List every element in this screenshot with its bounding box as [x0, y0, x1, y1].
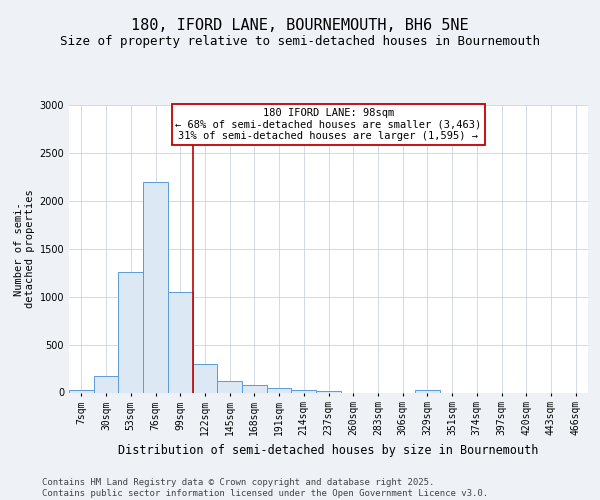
Text: Size of property relative to semi-detached houses in Bournemouth: Size of property relative to semi-detach… — [60, 35, 540, 48]
Bar — [316, 390, 341, 392]
Bar — [118, 272, 143, 392]
Text: Contains HM Land Registry data © Crown copyright and database right 2025.
Contai: Contains HM Land Registry data © Crown c… — [42, 478, 488, 498]
Bar — [217, 380, 242, 392]
X-axis label: Distribution of semi-detached houses by size in Bournemouth: Distribution of semi-detached houses by … — [118, 444, 539, 456]
Bar — [69, 390, 94, 392]
Bar — [143, 182, 168, 392]
Y-axis label: Number of semi-
detached properties: Number of semi- detached properties — [14, 190, 35, 308]
Bar — [94, 376, 118, 392]
Bar — [242, 386, 267, 392]
Bar — [415, 390, 440, 392]
Bar — [267, 388, 292, 392]
Text: 180, IFORD LANE, BOURNEMOUTH, BH6 5NE: 180, IFORD LANE, BOURNEMOUTH, BH6 5NE — [131, 18, 469, 32]
Bar — [292, 390, 316, 392]
Text: 180 IFORD LANE: 98sqm
← 68% of semi-detached houses are smaller (3,463)
31% of s: 180 IFORD LANE: 98sqm ← 68% of semi-deta… — [175, 108, 482, 141]
Bar — [168, 292, 193, 392]
Bar — [193, 364, 217, 392]
